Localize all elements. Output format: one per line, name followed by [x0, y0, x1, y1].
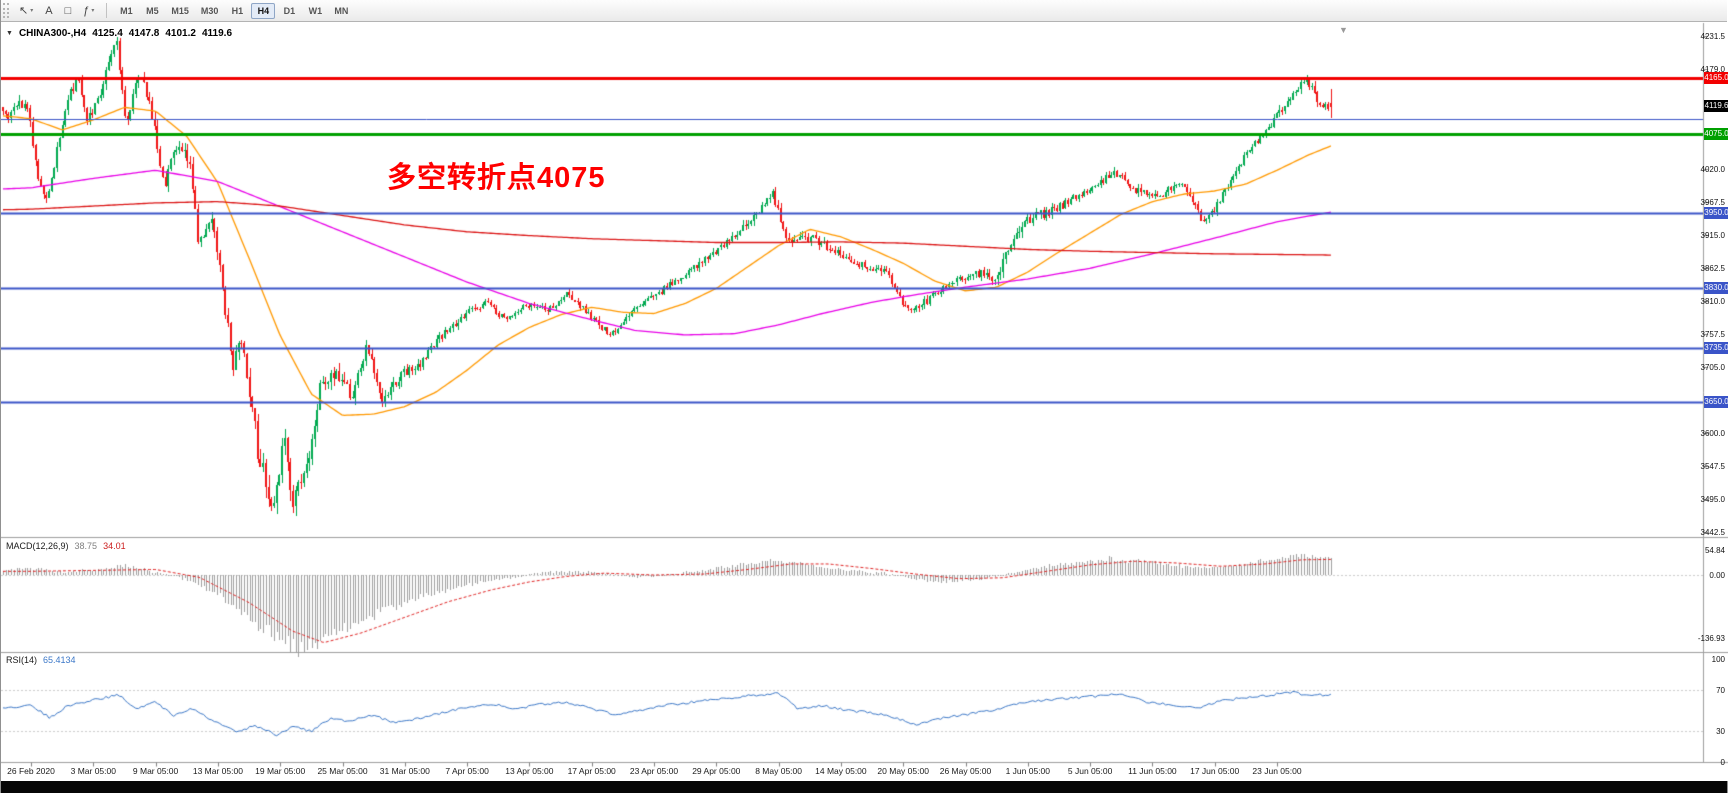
- level-price-badge: 3950.0: [1704, 206, 1728, 219]
- cursor-icon: ↖: [19, 5, 29, 17]
- level-price-badge: 3735.0: [1704, 342, 1728, 355]
- toolbar-separator: [106, 3, 108, 18]
- indicators-tool-button[interactable]: ƒ ▾: [78, 2, 99, 20]
- timeframe-button-m30[interactable]: M30: [200, 5, 219, 16]
- level-price-badge: 4165.0: [1704, 71, 1728, 84]
- cursor-tool-button[interactable]: ↖ ▾: [14, 2, 38, 20]
- level-price-badge: 4075.0: [1704, 128, 1728, 141]
- macd-signal-value: 34.01: [103, 541, 126, 551]
- ohlc-open: 4125.4: [92, 28, 123, 39]
- timeframe-button-m5[interactable]: M5: [146, 5, 159, 16]
- date-axis-label: 25 Mar 05:00: [317, 766, 368, 776]
- level-price-badge: 3830.0: [1704, 282, 1728, 295]
- macd-indicator-label: MACD(12,26,9) 38.75 34.01: [6, 541, 126, 551]
- chart-annotation[interactable]: 多空转折点4075: [387, 162, 606, 194]
- timeframe-button-m1[interactable]: M1: [120, 5, 133, 16]
- ohlc-high: 4147.8: [128, 28, 160, 39]
- indicators-icon: ƒ: [83, 4, 90, 17]
- timeframe-button-h1[interactable]: H1: [231, 5, 244, 16]
- price-axis-label: 3862.5: [1700, 263, 1725, 273]
- macd-main-value: 38.75: [74, 541, 98, 551]
- date-axis-label: 26 Feb 2020: [7, 766, 55, 776]
- indicator-axis-label: 30: [1716, 727, 1725, 737]
- price-axis-label: 4179.0: [1700, 65, 1725, 74]
- caret-down-icon: ▾: [91, 8, 95, 14]
- date-axis-label: 14 May 05:00: [815, 766, 867, 776]
- ohlc-low: 4101.2: [165, 28, 196, 39]
- date-axis-label: 17 Jun 05:00: [1190, 766, 1240, 776]
- text-icon: A: [45, 4, 53, 17]
- indicator-axis-label: 100: [1711, 655, 1725, 664]
- date-axis-label: 23 Jun 05:00: [1252, 766, 1302, 776]
- date-axis-label: 29 Apr 05:00: [692, 766, 741, 776]
- date-axis-label: 20 May 05:00: [877, 766, 929, 776]
- taskbar-strip[interactable]: [1, 781, 1727, 793]
- symbol-dropdown-icon[interactable]: ▼: [6, 30, 13, 37]
- indicator-axis-label: 0.00: [1709, 571, 1725, 580]
- date-axis-label: 23 Apr 05:00: [629, 766, 679, 776]
- chart-shift-marker-icon: ▼: [1339, 25, 1348, 35]
- date-axis-label: 19 Mar 05:00: [255, 766, 306, 776]
- date-axis-label: 13 Mar 05:00: [192, 766, 243, 776]
- date-axis-label: 31 Mar 05:00: [379, 766, 430, 776]
- ohlc-close: 4119.6: [201, 28, 233, 39]
- caret-down-icon: ▾: [30, 8, 34, 14]
- date-axis-label: 8 May 05:00: [755, 766, 802, 776]
- chart-title: ▼ CHINA300-,H4 4125.4 4147.8 4101.2 4119…: [6, 28, 232, 39]
- text-tool-button[interactable]: A: [40, 2, 57, 20]
- price-axis-label: 3967.5: [1700, 197, 1725, 207]
- macd-name: MACD(12,26,9): [6, 541, 69, 551]
- date-axis-label: 7 Apr 05:00: [445, 766, 489, 776]
- price-axis-label: 4020.0: [1700, 164, 1725, 174]
- shapes-icon: □: [64, 4, 72, 17]
- timeframe-button-w1[interactable]: W1: [308, 5, 323, 16]
- price-axis-label: 3915.0: [1700, 230, 1725, 240]
- timeframes-toolbar: M1 M5 M15 M30 H1 H4 D1 W1 MN: [113, 0, 354, 22]
- date-axis-label: 11 Jun 05:00: [1128, 766, 1177, 776]
- price-axis-label: 3495.0: [1700, 494, 1725, 504]
- line-studies-toolbar: ↖ ▾ A □ ƒ ▾: [13, 0, 100, 22]
- indicator-axis-label: 70: [1716, 685, 1725, 695]
- timeframe-button-h4[interactable]: H4: [251, 2, 276, 19]
- indicator-axis-label: -136.93: [1697, 633, 1725, 643]
- rsi-indicator-label: RSI(14) 65.4134: [6, 655, 76, 665]
- price-axis-label: 3547.5: [1700, 461, 1725, 471]
- toolbar-grip[interactable]: [3, 3, 9, 18]
- price-axis-label: 4231.5: [1700, 32, 1725, 41]
- price-axis-label: 3600.0: [1700, 428, 1725, 438]
- price-axis-label: 3442.5: [1700, 528, 1725, 537]
- date-axis-label: 9 Mar 05:00: [132, 766, 179, 776]
- price-axis-label: 3757.5: [1700, 329, 1725, 339]
- rsi-name: RSI(14): [6, 655, 38, 665]
- level-price-badge: 3650.0: [1704, 395, 1728, 408]
- timeframe-button-mn[interactable]: MN: [334, 5, 349, 16]
- price-axis-label: 3810.0: [1700, 296, 1725, 306]
- symbol-timeframe: CHINA300-,H4: [18, 28, 87, 39]
- timeframe-button-m15[interactable]: M15: [171, 5, 189, 16]
- indicator-axis-label: 0: [1720, 758, 1725, 767]
- timeframe-button-d1[interactable]: D1: [283, 5, 296, 16]
- price-axis-label: 3705.0: [1700, 362, 1725, 372]
- date-axis-label: 17 Apr 05:00: [567, 766, 616, 776]
- date-axis-label: 26 May 05:00: [939, 766, 992, 776]
- date-axis-label: 5 Jun 05:00: [1067, 766, 1113, 776]
- rsi-value: 65.4134: [43, 655, 76, 665]
- toolbar: ↖ ▾ A □ ƒ ▾ M1 M5 M15 M30 H1 H4 D1 W1 MN: [1, 0, 1727, 22]
- indicator-axis-label: 54.84: [1704, 545, 1725, 555]
- date-axis-label: 13 Apr 05:00: [505, 766, 554, 776]
- bid-price-badge: 4119.6: [1704, 100, 1728, 113]
- shapes-tool-button[interactable]: □: [60, 2, 77, 20]
- date-axis-label: 1 Jun 05:00: [1005, 766, 1051, 776]
- date-axis-label: 3 Mar 05:00: [70, 766, 116, 776]
